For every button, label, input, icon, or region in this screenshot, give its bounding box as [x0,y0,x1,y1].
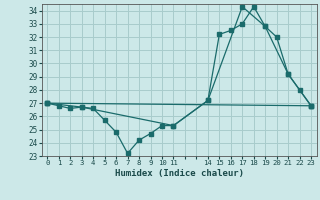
X-axis label: Humidex (Indice chaleur): Humidex (Indice chaleur) [115,169,244,178]
